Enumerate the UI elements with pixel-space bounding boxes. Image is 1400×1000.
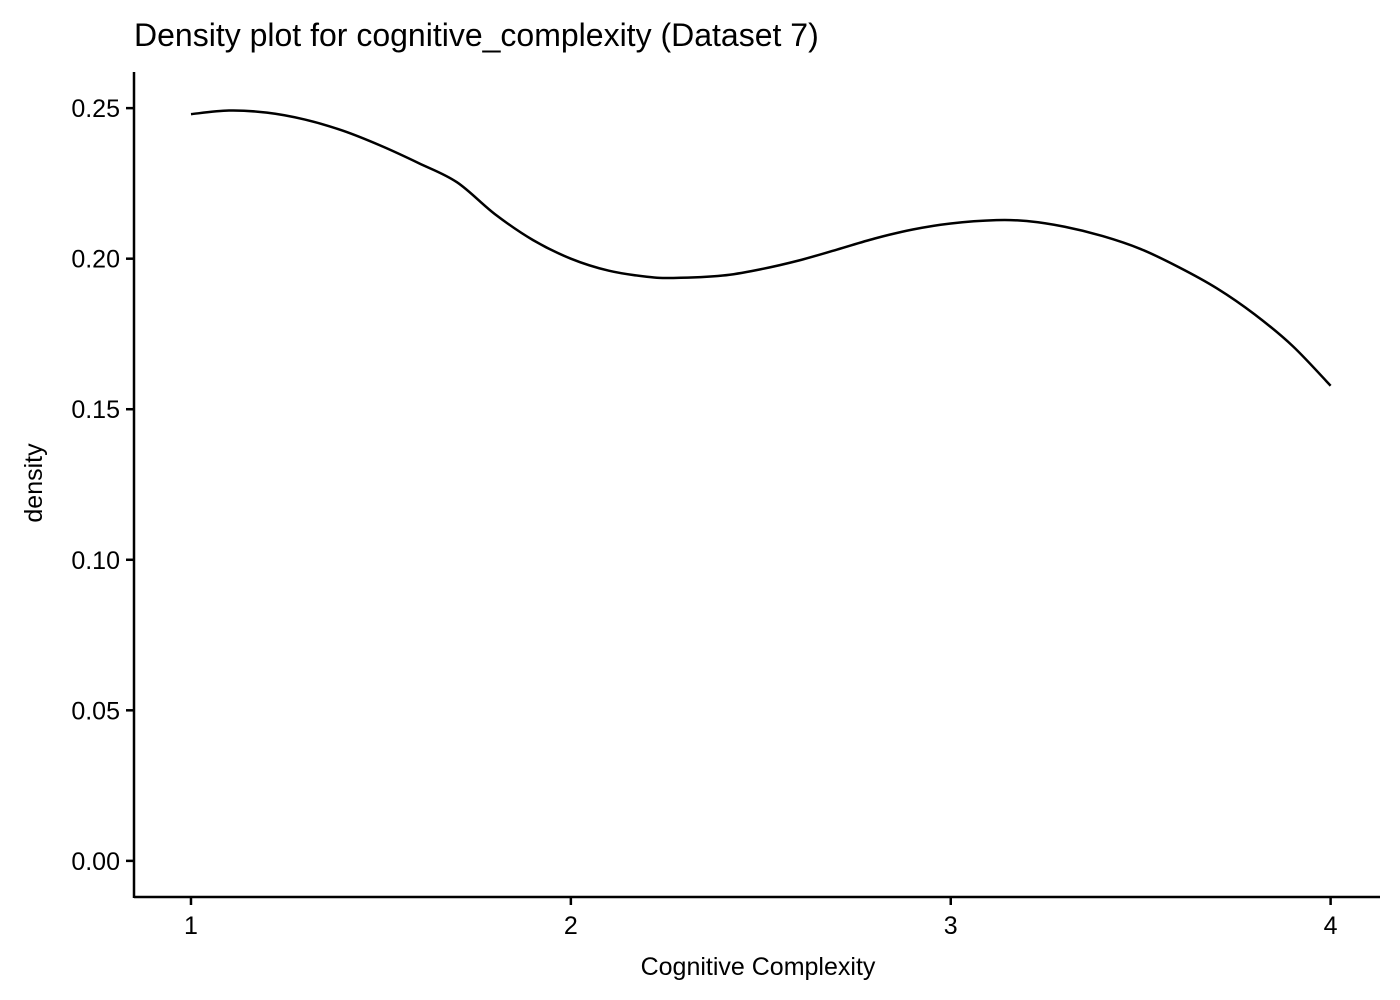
y-tick-label: 0.20 [71,246,120,274]
y-tick-label: 0.25 [71,95,120,123]
y-tick-label: 0.15 [71,396,120,424]
density-line [190,109,1332,387]
y-axis-title: density [20,443,48,523]
x-tick-label: 3 [944,912,958,940]
y-tick-label: 0.05 [71,697,120,725]
x-tick-label: 2 [564,912,578,940]
y-axis-ticks: 0.00 0.05 0.10 0.15 0.20 0.25 [71,95,134,876]
y-tick-label: 0.00 [71,848,120,876]
x-axis-ticks: 1 2 3 4 [184,897,1338,940]
y-tick-label: 0.10 [71,547,120,575]
plot-area [190,109,1332,387]
chart-title: Density plot for cognitive_complexity (D… [134,17,819,53]
x-tick-label: 1 [184,912,198,940]
x-axis-title: Cognitive Complexity [641,953,876,981]
x-tick-label: 4 [1324,912,1338,940]
